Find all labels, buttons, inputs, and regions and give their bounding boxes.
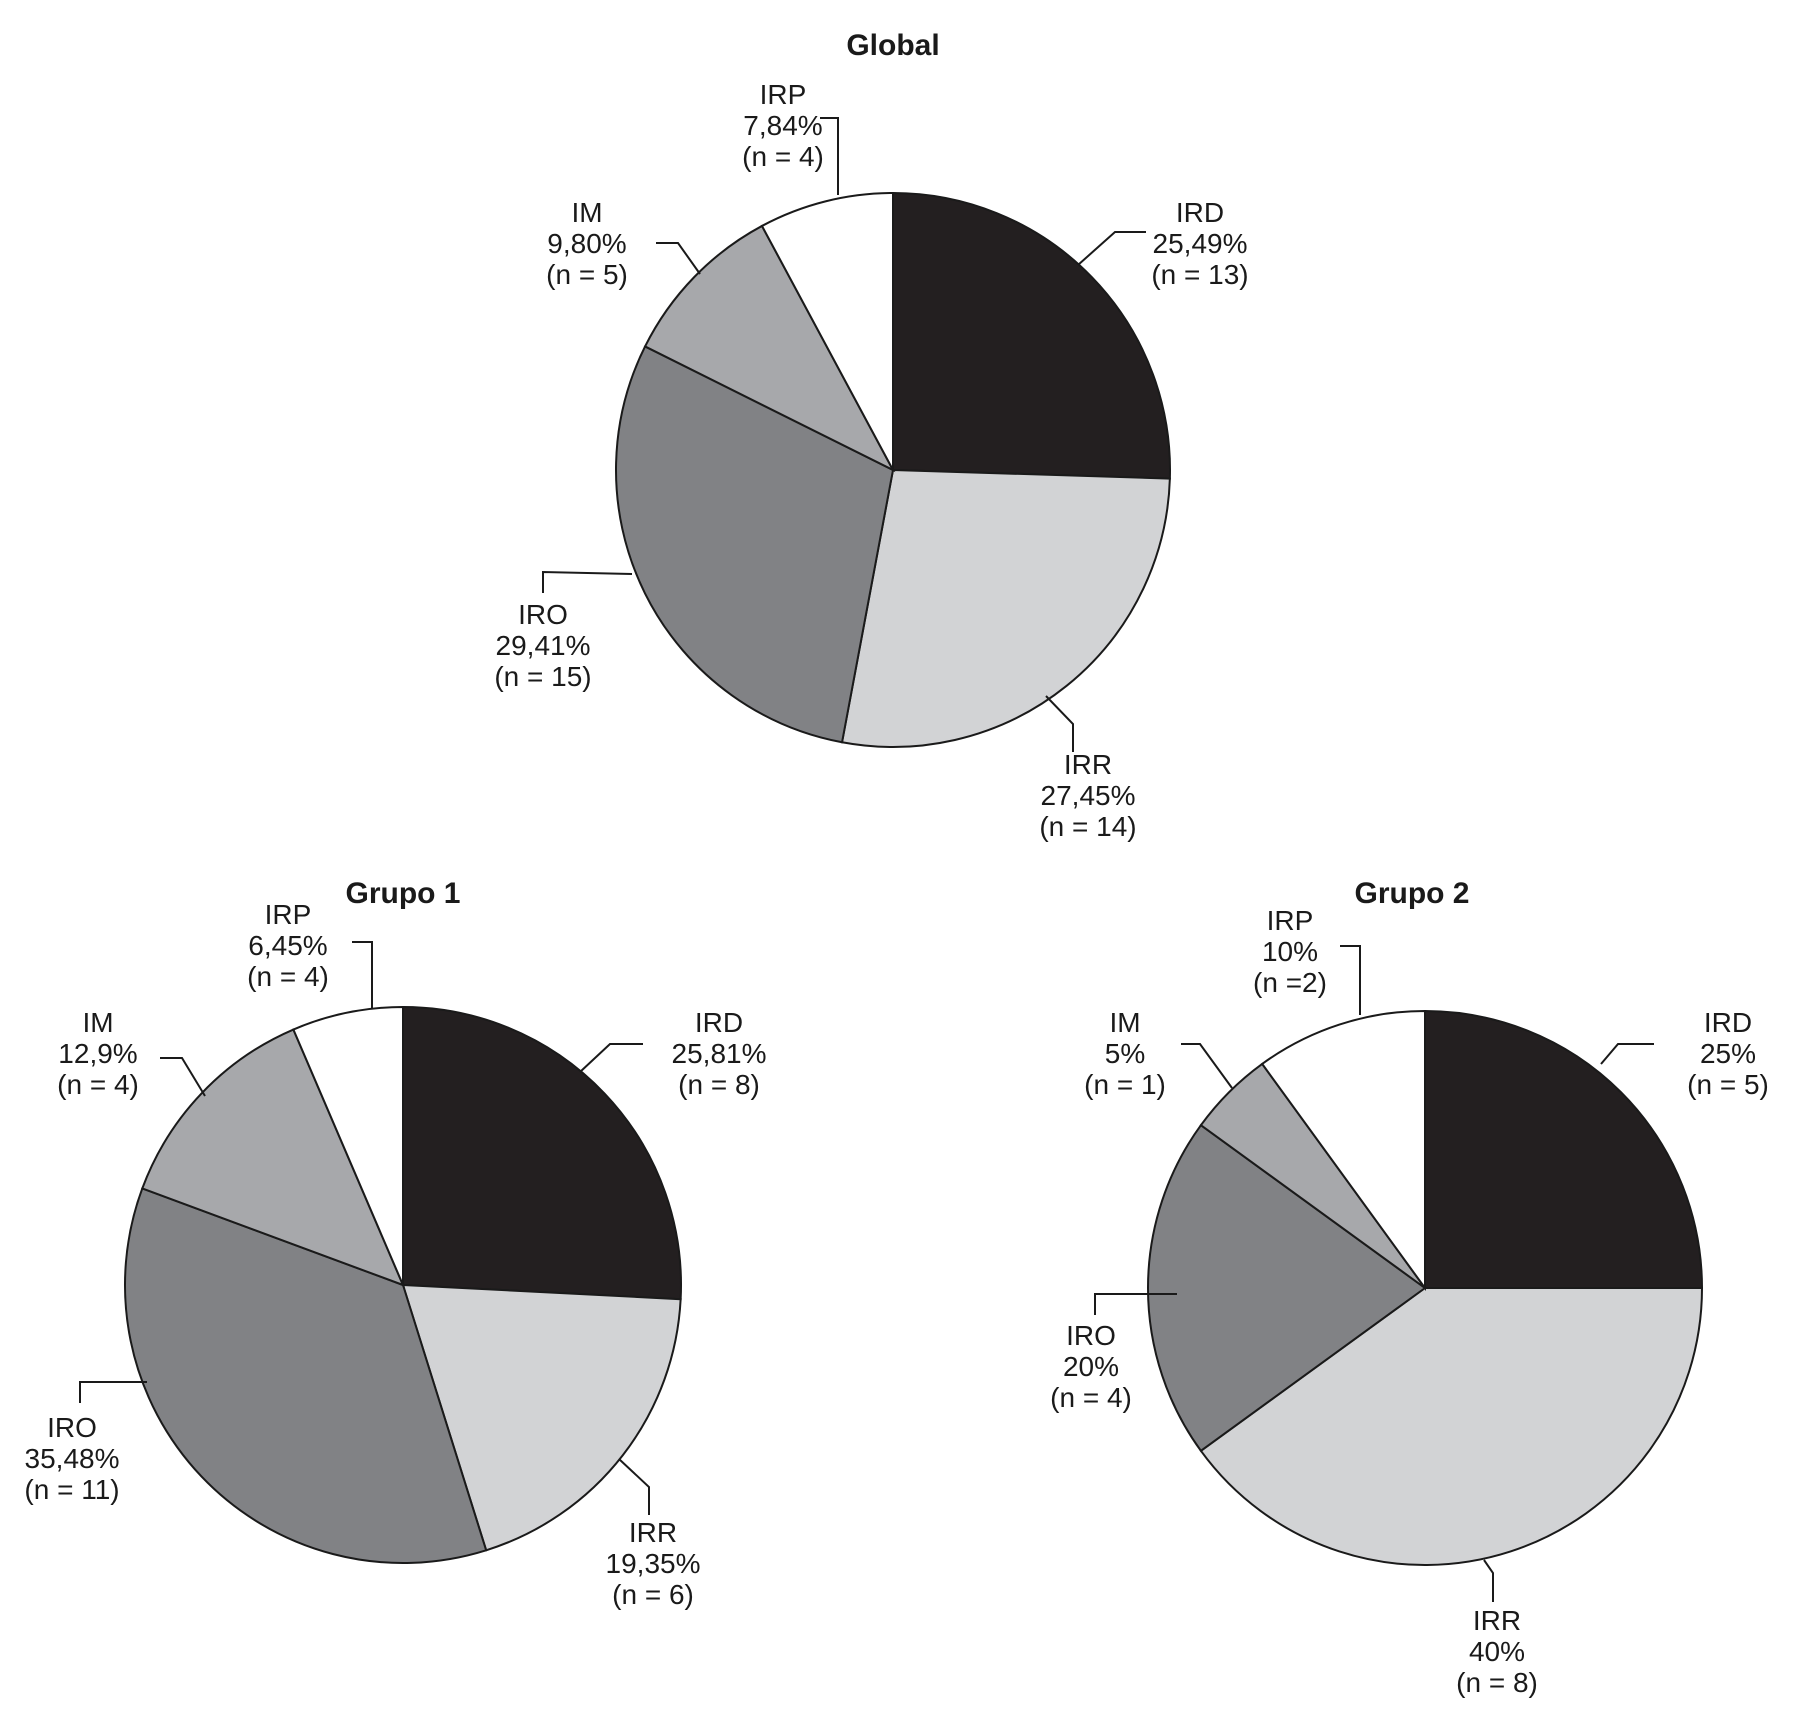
- slice-percent-label: 9,80%: [547, 228, 626, 259]
- slice-category-label: IRO: [1066, 1320, 1116, 1351]
- slice-percent-label: 6,45%: [248, 930, 327, 961]
- slice-percent-label: 25,49%: [1153, 228, 1248, 259]
- slice-label-im: IM 12,9% (n = 4): [57, 1007, 139, 1100]
- slice-count-label: (n = 6): [612, 1579, 694, 1610]
- slice-category-label: IM: [571, 197, 602, 228]
- slice-percent-label: 40%: [1469, 1636, 1525, 1667]
- slice-category-label: IRR: [1064, 749, 1112, 780]
- leader-line-irr: [1483, 1559, 1494, 1602]
- slice-percent-label: 5%: [1105, 1038, 1145, 1069]
- leader-line-irp: [352, 941, 373, 1009]
- slice-percent-label: 25%: [1700, 1038, 1756, 1069]
- slice-percent-label: 35,48%: [25, 1443, 120, 1474]
- pie-slice-irr: [840, 468, 1171, 748]
- slice-label-irp: IRP 6,45% (n = 4): [247, 899, 329, 992]
- pie-slice-iro: [615, 345, 895, 744]
- slice-category-label: IM: [1109, 1007, 1140, 1038]
- slice-percent-label: 19,35%: [606, 1548, 701, 1579]
- pie-slice-irp: [1260, 1009, 1426, 1292]
- leader-line-ird: [1077, 231, 1146, 266]
- pie-slice-ird: [1424, 1009, 1704, 1289]
- slice-count-label: (n = 4): [742, 141, 824, 172]
- pie-slice-im: [141, 1028, 405, 1287]
- leader-line-irp: [1340, 945, 1361, 1015]
- slice-count-label: (n = 15): [494, 661, 591, 692]
- slice-percent-label: 27,45%: [1041, 780, 1136, 811]
- slice-category-label: IRO: [47, 1412, 97, 1443]
- slice-count-label: (n = 5): [546, 259, 628, 290]
- slice-count-label: (n = 11): [24, 1474, 119, 1505]
- slice-count-label: (n = 4): [57, 1069, 139, 1100]
- leader-line-im: [656, 242, 701, 275]
- slice-percent-label: 29,41%: [496, 630, 591, 661]
- slice-count-label: (n = 4): [1050, 1382, 1132, 1413]
- slice-category-label: IRP: [265, 899, 312, 930]
- slice-count-label: (n = 4): [247, 961, 329, 992]
- slice-category-label: IRR: [629, 1517, 677, 1548]
- pie-slice-ird: [402, 1005, 683, 1301]
- slice-label-irp: IRP 7,84% (n = 4): [742, 79, 824, 172]
- slice-label-im: IM 5% (n = 1): [1084, 1007, 1166, 1100]
- leader-line-irp: [820, 117, 839, 195]
- leader-line-iro: [79, 1381, 147, 1403]
- slice-label-iro: IRO 29,41% (n = 15): [494, 599, 591, 692]
- leader-line-ird: [1600, 1043, 1654, 1065]
- leader-line-irr: [1045, 695, 1074, 752]
- slice-label-irr: IRR 19,35% (n = 6): [606, 1517, 701, 1610]
- slice-label-im: IM 9,80% (n = 5): [546, 197, 628, 290]
- slice-count-label: (n = 14): [1039, 811, 1136, 842]
- leader-line-ird: [579, 1043, 643, 1073]
- slice-category-label: IRD: [1704, 1007, 1752, 1038]
- leader-line-iro: [1094, 1293, 1177, 1315]
- pie-slice-iro: [1146, 1123, 1427, 1453]
- slice-label-ird: IRD 25,81% (n = 8): [672, 1007, 767, 1100]
- slice-category-label: IRO: [518, 599, 568, 630]
- leader-line-im: [1181, 1043, 1233, 1089]
- slice-count-label: (n = 8): [678, 1069, 760, 1100]
- slice-percent-label: 12,9%: [58, 1038, 137, 1069]
- slice-label-iro: IRO 20% (n = 4): [1050, 1320, 1132, 1413]
- chart-title: Grupo 1: [345, 877, 460, 910]
- slice-category-label: IRP: [760, 79, 807, 110]
- slice-category-label: IRD: [695, 1007, 743, 1038]
- slice-label-irr: IRR 40% (n = 8): [1456, 1605, 1538, 1698]
- slice-category-label: IM: [82, 1007, 113, 1038]
- slice-percent-label: 7,84%: [743, 110, 822, 141]
- leader-line-iro: [542, 570, 633, 593]
- pie-slice-irp: [292, 1005, 404, 1286]
- slice-category-label: IRR: [1473, 1605, 1521, 1636]
- slice-count-label: (n =2): [1253, 967, 1327, 998]
- slice-count-label: (n = 1): [1084, 1069, 1166, 1100]
- pie-chart-global: Global IRD 25,49% (n = 13) IRR 27,45% (n = 14)…: [494, 29, 1248, 842]
- slice-label-irr: IRR 27,45% (n = 14): [1039, 749, 1136, 842]
- leader-line-im: [160, 1057, 206, 1097]
- slice-percent-label: 25,81%: [672, 1038, 767, 1069]
- leader-line-irr: [618, 1458, 650, 1515]
- pie-slice-irp: [760, 191, 894, 471]
- pie-slice-ird: [892, 191, 1171, 480]
- chart-title: Grupo 2: [1354, 877, 1469, 910]
- chart-title: Global: [846, 29, 939, 62]
- slice-category-label: IRD: [1176, 197, 1224, 228]
- slice-count-label: (n = 5): [1687, 1069, 1769, 1100]
- slice-percent-label: 20%: [1063, 1351, 1119, 1382]
- pie-slice-im: [643, 224, 896, 473]
- pie-slice-iro: [124, 1187, 488, 1564]
- pie-slice-irr: [401, 1283, 682, 1552]
- pie-slice-irr: [1199, 1287, 1704, 1567]
- slice-percent-label: 10%: [1262, 936, 1318, 967]
- slice-label-ird: IRD 25% (n = 5): [1687, 1007, 1769, 1100]
- slice-label-iro: IRO 35,48% (n = 11): [24, 1412, 119, 1505]
- slice-category-label: IRP: [1267, 905, 1314, 936]
- slice-label-ird: IRD 25,49% (n = 13): [1151, 197, 1248, 290]
- slice-label-irp: IRP 10% (n =2): [1253, 905, 1327, 998]
- slice-count-label: (n = 8): [1456, 1667, 1538, 1698]
- slice-count-label: (n = 13): [1151, 259, 1248, 290]
